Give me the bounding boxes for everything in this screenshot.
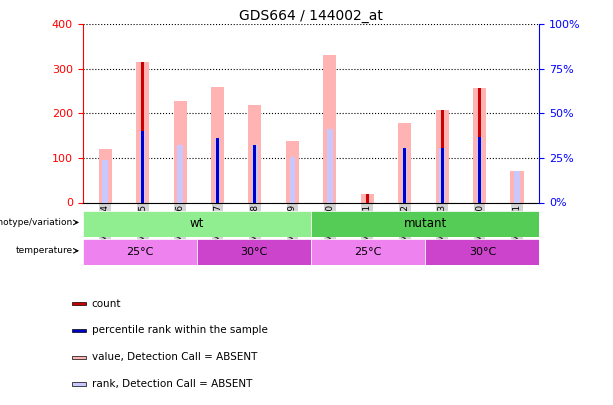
Bar — [173, 101, 186, 202]
Bar — [215, 138, 220, 202]
Bar — [478, 88, 481, 202]
Title: GDS664 / 144002_at: GDS664 / 144002_at — [239, 9, 383, 23]
Bar — [425, 239, 539, 265]
Bar — [83, 211, 311, 237]
Bar — [141, 62, 144, 202]
Text: mutant: mutant — [403, 217, 447, 230]
Bar — [177, 145, 183, 202]
Bar — [477, 136, 482, 202]
Text: 25°C: 25°C — [354, 247, 382, 257]
Bar — [140, 131, 145, 202]
Bar — [360, 194, 374, 202]
Bar — [289, 157, 295, 202]
Text: rank, Detection Call = ABSENT: rank, Detection Call = ABSENT — [91, 379, 252, 389]
Bar — [286, 141, 299, 202]
Bar — [473, 88, 486, 202]
Bar — [327, 129, 333, 202]
Text: wt: wt — [190, 217, 204, 230]
Text: percentile rank within the sample: percentile rank within the sample — [91, 326, 267, 335]
Bar — [398, 123, 411, 202]
Bar — [441, 110, 444, 202]
Bar — [403, 148, 406, 202]
Bar — [211, 87, 224, 202]
Bar — [72, 382, 86, 386]
Bar — [511, 171, 524, 202]
Text: 30°C: 30°C — [240, 247, 268, 257]
Bar — [136, 62, 149, 202]
Bar — [323, 55, 337, 202]
Bar — [478, 136, 481, 202]
Bar — [248, 105, 262, 202]
Bar — [141, 131, 144, 202]
Bar — [366, 194, 369, 202]
Text: count: count — [91, 299, 121, 309]
Bar — [252, 145, 257, 202]
Bar — [441, 148, 444, 202]
Bar — [102, 160, 108, 202]
Bar — [311, 211, 539, 237]
Bar — [253, 145, 256, 202]
Bar — [402, 148, 408, 202]
Text: 30°C: 30°C — [469, 247, 496, 257]
Bar — [216, 138, 219, 202]
Bar — [311, 239, 425, 265]
Bar — [72, 329, 86, 332]
Text: value, Detection Call = ABSENT: value, Detection Call = ABSENT — [91, 352, 257, 362]
Text: genotype/variation: genotype/variation — [0, 218, 73, 227]
Bar — [83, 239, 197, 265]
Bar — [99, 149, 112, 202]
Bar — [197, 239, 311, 265]
Bar — [436, 110, 449, 202]
Bar — [72, 356, 86, 359]
Text: 25°C: 25°C — [126, 247, 153, 257]
Text: temperature: temperature — [16, 246, 73, 255]
Bar — [514, 171, 520, 202]
Bar — [440, 148, 445, 202]
Bar — [72, 302, 86, 305]
